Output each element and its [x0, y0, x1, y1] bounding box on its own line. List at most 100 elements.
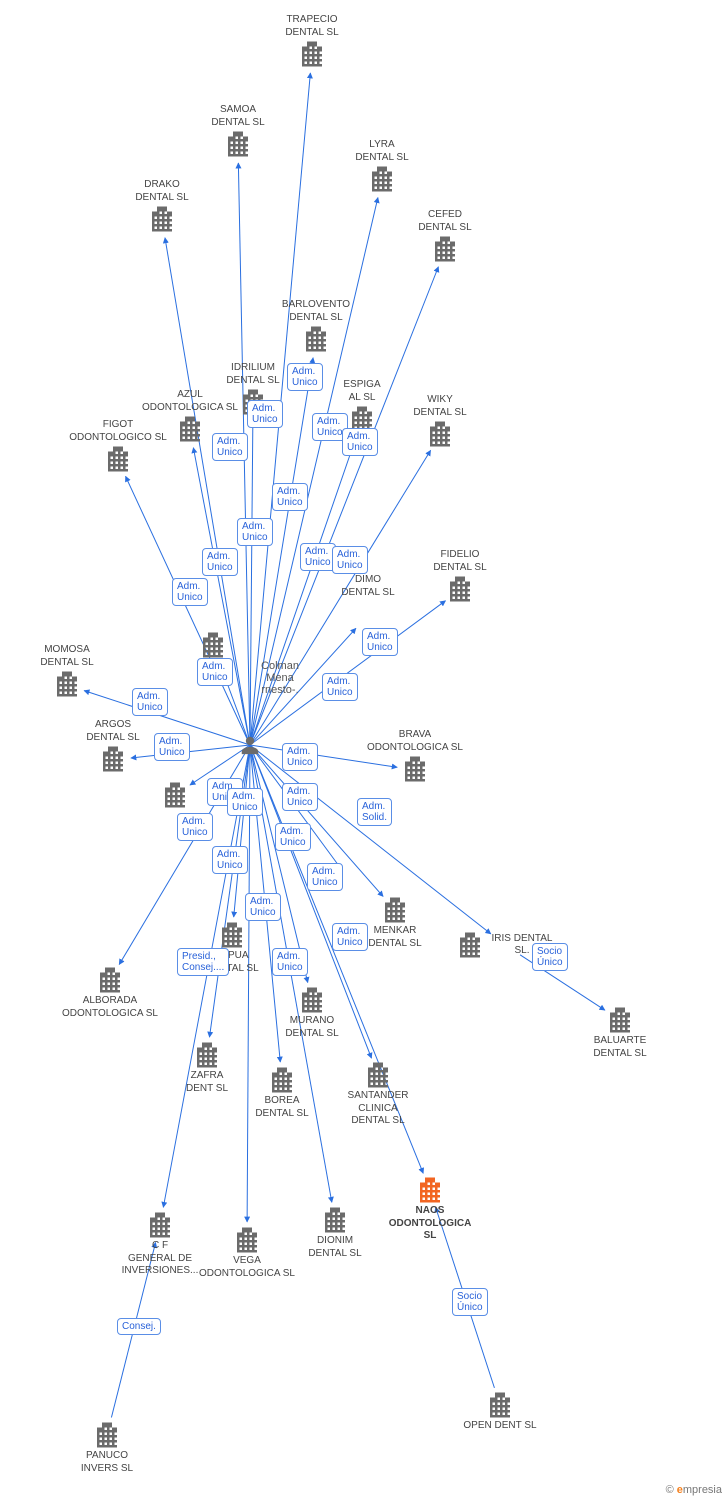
node-label: SANTANDERCLINICADENTAL SL [328, 1090, 428, 1128]
diagram-canvas: { "type":"network", "canvas":{"w":728,"h… [0, 0, 728, 1500]
company-node-wiky[interactable]: WIKYDENTAL SL [390, 394, 490, 449]
edge-label: Adm.Unico [272, 948, 308, 976]
building-icon [410, 574, 510, 604]
edge-label: Adm.Unico [322, 673, 358, 701]
edge-label: Adm.Solid. [357, 798, 392, 826]
edge-label: SocioÚnico [452, 1288, 488, 1316]
company-node-drako[interactable]: DRAKODENTAL SL [112, 179, 212, 234]
company-node-brava[interactable]: BRAVAODONTOLOGICA SL [365, 729, 465, 784]
building-icon [365, 754, 465, 784]
edge-label: Adm.Unico [332, 923, 368, 951]
company-node-borea[interactable]: BOREADENTAL SL [232, 1065, 332, 1120]
edge-label: Adm.Unico [212, 433, 248, 461]
company-node-cf[interactable]: C FGENERAL DEINVERSIONES... [110, 1210, 210, 1278]
node-label: BALUARTEDENTAL SL [570, 1035, 670, 1060]
building-icon [188, 129, 288, 159]
edge-label: Adm.Unico [342, 428, 378, 456]
company-node-panuco[interactable]: PANUCOINVERS SL [57, 1420, 157, 1475]
company-node-naos[interactable]: NAOSODONTOLOGICASL [380, 1175, 480, 1243]
building-icon [266, 324, 366, 354]
company-node-santander[interactable]: SANTANDERCLINICADENTAL SL [328, 1060, 428, 1128]
edge-label: Adm.Unico [202, 548, 238, 576]
edge-label: Adm.Unico [300, 543, 336, 571]
edge-label: Adm.Unico [227, 788, 263, 816]
center-person-label: ColmanMenarnesto-. [245, 660, 315, 696]
company-node-barlovento[interactable]: BARLOVENTODENTAL SL [266, 299, 366, 354]
edge-label: Presid.,Consej.... [177, 948, 229, 976]
edge-label: Adm.Unico [197, 658, 233, 686]
node-label: BOREADENTAL SL [232, 1095, 332, 1120]
building-icon [182, 920, 282, 950]
building-icon [68, 444, 168, 474]
building-icon [262, 39, 362, 69]
building-icon [328, 1060, 428, 1090]
company-node-argos[interactable]: ARGOSDENTAL SL [63, 719, 163, 774]
node-label: MURANODENTAL SL [262, 1015, 362, 1040]
node-label: AZULODONTOLOGICA SL [140, 389, 240, 414]
attribution: © empresia [666, 1484, 722, 1496]
node-label: PANUCOINVERS SL [57, 1450, 157, 1475]
node-label: ARGOSDENTAL SL [63, 719, 163, 744]
company-node-samoa[interactable]: SAMOADENTAL SL [188, 104, 288, 159]
edge-label: Adm.Unico [307, 863, 343, 891]
building-icon [232, 1065, 332, 1095]
node-label: DIMODENTAL SL [318, 574, 418, 599]
company-node-opendent[interactable]: OPEN DENT SL [450, 1390, 550, 1433]
edge-label: Adm.Unico [154, 733, 190, 761]
edge-label: Adm.Unico [237, 518, 273, 546]
building-icon [57, 1420, 157, 1450]
edge-label: Adm.Unico [332, 546, 368, 574]
node-label: C FGENERAL DEINVERSIONES... [110, 1240, 210, 1278]
node-label: ALBORADAODONTOLOGICA SL [60, 995, 160, 1020]
node-label: BARLOVENTODENTAL SL [266, 299, 366, 324]
company-node-alborada[interactable]: ALBORADAODONTOLOGICA SL [60, 965, 160, 1020]
node-label: LYRADENTAL SL [332, 139, 432, 164]
building-icon [112, 204, 212, 234]
building-icon [380, 1175, 480, 1205]
building-icon [163, 630, 263, 660]
company-node-fidelio[interactable]: FIDELIODENTAL SL [410, 549, 510, 604]
edge-label: Adm.Unico [282, 783, 318, 811]
building-icon [332, 164, 432, 194]
node-label: FIGOTODONTOLOGICO SL [68, 419, 168, 444]
edge-label: Adm.Unico [287, 363, 323, 391]
node-label: MOMOSADENTAL SL [17, 644, 117, 669]
edge-label: Adm.Unico [282, 743, 318, 771]
edge-label: Adm.Unico [362, 628, 398, 656]
edge-label: Adm.Unico [172, 578, 208, 606]
edge-label: Adm.Unico [132, 688, 168, 716]
edge-label: Adm.Unico [245, 893, 281, 921]
company-node-baluarte[interactable]: BALUARTEDENTAL SL [570, 1005, 670, 1060]
node-label: DIONIMDENTAL SL [285, 1235, 385, 1260]
center-person [239, 732, 261, 761]
building-icon [63, 744, 163, 774]
building-icon [395, 234, 495, 264]
node-label: TRAPECIODENTAL SL [262, 14, 362, 39]
node-label: DRAKODENTAL SL [112, 179, 212, 204]
building-icon [60, 965, 160, 995]
company-node-momosa[interactable]: MOMOSADENTAL SL [17, 644, 117, 699]
building-icon [17, 669, 117, 699]
building-icon [570, 1005, 670, 1035]
company-node-vega[interactable]: VEGAODONTOLOGICA SL [197, 1225, 297, 1280]
company-node-lyra[interactable]: LYRADENTAL SL [332, 139, 432, 194]
building-icon [450, 1390, 550, 1420]
node-label: BRAVAODONTOLOGICA SL [365, 729, 465, 754]
company-node-dimo[interactable]: DIMODENTAL SL [318, 574, 418, 599]
edge-label: Adm.Unico [275, 823, 311, 851]
company-node-trapecio[interactable]: TRAPECIODENTAL SL [262, 14, 362, 69]
edge-label: Adm.Unico [177, 813, 213, 841]
building-icon [197, 1225, 297, 1255]
building-icon [110, 1210, 210, 1240]
node-label: CEFEDDENTAL SL [395, 209, 495, 234]
company-node-figot[interactable]: FIGOTODONTOLOGICO SL [68, 419, 168, 474]
edge-label: Adm.Unico [212, 846, 248, 874]
node-label: NAOSODONTOLOGICASL [380, 1205, 480, 1243]
node-label: OPEN DENT SL [450, 1420, 550, 1433]
company-node-dionim[interactable]: DIONIMDENTAL SL [285, 1205, 385, 1260]
company-node-cefed[interactable]: CEFEDDENTAL SL [395, 209, 495, 264]
node-label: WIKYDENTAL SL [390, 394, 490, 419]
building-icon [390, 419, 490, 449]
edge-label: Adm.Unico [272, 483, 308, 511]
company-node-murano[interactable]: MURANODENTAL SL [262, 985, 362, 1040]
